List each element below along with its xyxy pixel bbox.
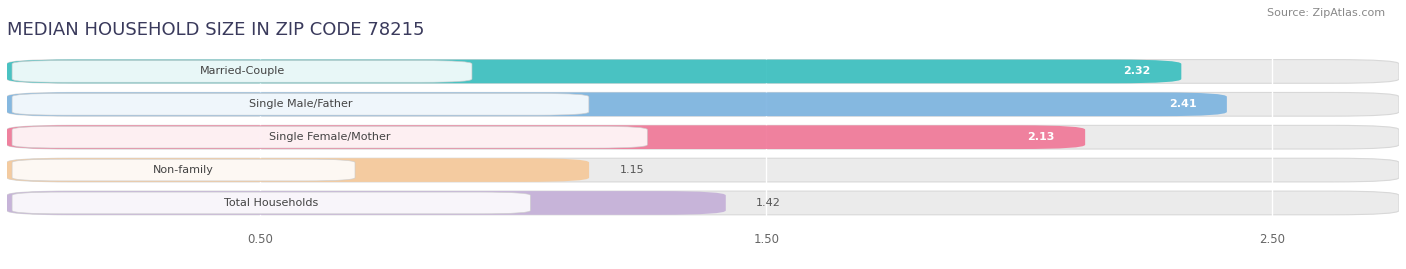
Text: 2.32: 2.32 [1123, 66, 1152, 76]
FancyBboxPatch shape [13, 93, 589, 115]
Text: 2.13: 2.13 [1028, 132, 1054, 142]
Text: 1.42: 1.42 [756, 198, 780, 208]
FancyBboxPatch shape [13, 126, 647, 148]
FancyBboxPatch shape [7, 158, 589, 182]
Text: Total Households: Total Households [224, 198, 318, 208]
FancyBboxPatch shape [13, 61, 472, 82]
Text: MEDIAN HOUSEHOLD SIZE IN ZIP CODE 78215: MEDIAN HOUSEHOLD SIZE IN ZIP CODE 78215 [7, 20, 425, 38]
Text: 2.41: 2.41 [1168, 99, 1197, 109]
Text: Single Female/Mother: Single Female/Mother [269, 132, 391, 142]
FancyBboxPatch shape [7, 158, 1399, 182]
FancyBboxPatch shape [7, 125, 1085, 149]
FancyBboxPatch shape [13, 159, 354, 181]
Text: 1.15: 1.15 [620, 165, 644, 175]
FancyBboxPatch shape [7, 60, 1181, 83]
Text: Married-Couple: Married-Couple [200, 66, 284, 76]
FancyBboxPatch shape [7, 93, 1399, 116]
FancyBboxPatch shape [13, 192, 530, 214]
FancyBboxPatch shape [7, 191, 1399, 215]
FancyBboxPatch shape [7, 125, 1399, 149]
Text: Single Male/Father: Single Male/Father [249, 99, 353, 109]
Text: Source: ZipAtlas.com: Source: ZipAtlas.com [1267, 8, 1385, 18]
FancyBboxPatch shape [7, 191, 725, 215]
FancyBboxPatch shape [7, 60, 1399, 83]
FancyBboxPatch shape [7, 93, 1227, 116]
Text: Non-family: Non-family [153, 165, 214, 175]
